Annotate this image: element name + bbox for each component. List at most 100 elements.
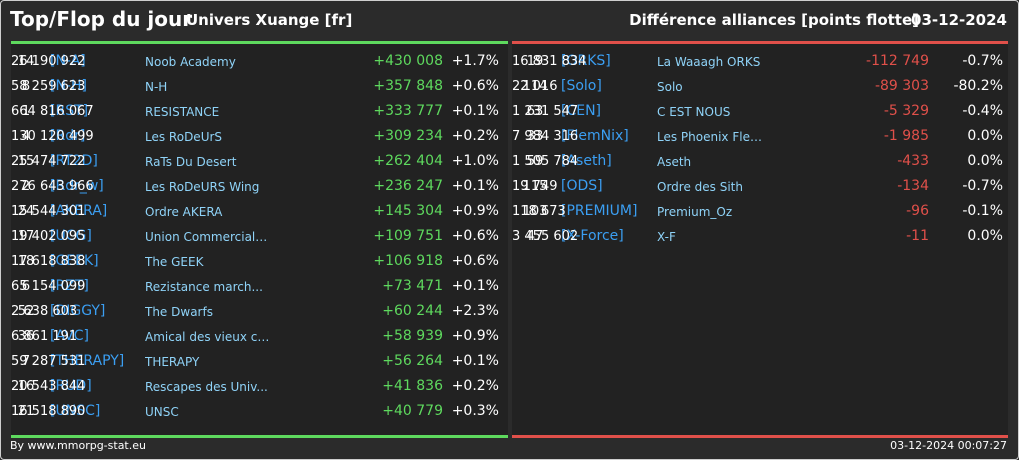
alliance-tag[interactable]: [Rdr] <box>50 128 86 144</box>
alliance-tag[interactable]: [X-Force] <box>561 228 624 244</box>
alliance-name[interactable]: UNSC <box>145 405 179 419</box>
alliance-row: 17 [UCG] Union Commerciale... 19 402 095 +10… <box>11 225 508 250</box>
alliance-rank: 16 <box>17 379 35 394</box>
alliance-name[interactable]: THERAPY <box>145 355 200 369</box>
alliance-tag[interactable]: [UCG] <box>50 228 92 244</box>
alliance-name[interactable]: Rezistance march... <box>145 280 263 294</box>
alliance-pct: +0.2% <box>451 378 499 394</box>
alliance-rank: 47 <box>526 229 544 244</box>
alliance-points: 58 259 623 <box>11 79 86 94</box>
alliance-points: 1 231 547 <box>512 104 579 119</box>
alliance-points: 118 673 <box>512 204 566 219</box>
alliance-tag[interactable]: [GEEK] <box>50 253 99 269</box>
alliance-diff: +60 244 <box>382 303 443 319</box>
alliance-rank: 33 <box>526 129 544 144</box>
alliance-tag[interactable]: [RZT] <box>50 278 89 294</box>
alliance-name[interactable]: La Waaagh ORKS <box>657 55 761 69</box>
alliance-rank: 36 <box>17 329 35 344</box>
alliance-name[interactable]: C EST NOUS <box>657 105 731 119</box>
alliance-tag[interactable]: [AVC] <box>50 328 89 344</box>
alliance-tag[interactable]: [FlemNix] <box>561 128 629 144</box>
alliance-name[interactable]: X-F <box>657 230 676 244</box>
alliance-name[interactable]: Rescapes des Univ... <box>145 380 268 394</box>
alliance-row: 18 [GEEK] The GEEK 17 618 838 +106 918 +0.6% <box>11 250 508 275</box>
alliance-points: 16 518 890 <box>11 404 86 419</box>
alliance-diff: +40 779 <box>382 403 443 419</box>
alliance-pct: -0.4% <box>962 103 1003 119</box>
server-label: Univers Xuange [fr] <box>186 11 353 29</box>
alliance-rank: 1 <box>21 104 31 119</box>
alliance-name[interactable]: The Dwarfs <box>145 305 213 319</box>
alliance-name[interactable]: Ordre AKERA <box>145 205 223 219</box>
alliance-points: 22 016 <box>512 79 558 94</box>
alliance-tag[interactable]: [RT2D] <box>50 153 98 169</box>
alliance-name[interactable]: RESISTANCE <box>145 105 220 119</box>
alliance-pct: -0.1% <box>962 203 1003 219</box>
alliance-pct: -0.7% <box>962 53 1003 69</box>
alliance-rank: 52 <box>17 304 35 319</box>
report-header: Top/Flop du jour Univers Xuange [fr] Dif… <box>0 0 1019 40</box>
alliance-tag[interactable]: [DIGGY] <box>50 303 106 319</box>
alliance-name[interactable]: Les RoDeUrS <box>145 130 223 144</box>
alliance-row: 16 [RUD] Rescapes des Univ... 20 543 844 +41… <box>11 375 508 400</box>
alliance-pct: +0.6% <box>451 228 499 244</box>
alliance-tag[interactable]: [Aseth] <box>561 153 612 169</box>
alliance-rank: 63 <box>526 104 544 119</box>
alliance-name[interactable]: Ordre des Sith <box>657 180 743 194</box>
alliance-pct: 0.0% <box>967 128 1003 144</box>
alliance-diff: +262 404 <box>373 153 443 169</box>
alliance-diff: -134 <box>897 178 929 194</box>
alliance-points: 15 544 301 <box>11 204 86 219</box>
alliance-tag[interactable]: [AKERA] <box>50 203 108 219</box>
alliance-name[interactable]: Union Commerciale... <box>145 230 270 244</box>
alliance-name[interactable]: RaTs Du Desert <box>145 155 237 169</box>
alliance-name[interactable]: Aseth <box>657 155 692 169</box>
alliance-points: 19 749 <box>512 179 558 194</box>
alliance-diff: +430 008 <box>373 53 443 69</box>
alliance-name[interactable]: Solo <box>657 80 683 94</box>
alliance-rank: 21 <box>17 404 35 419</box>
alliance-tag[interactable]: [PREMIUM] <box>561 203 638 219</box>
alliance-diff: +333 777 <box>373 103 443 119</box>
alliance-diff: -1 985 <box>883 128 929 144</box>
alliance-tag[interactable]: [RST] <box>50 103 89 119</box>
alliance-diff: +73 471 <box>382 278 443 294</box>
alliance-name[interactable]: Les RoDeURS Wing <box>145 180 260 194</box>
alliance-row: 114 [Solo] Solo 22 016 -89 303 -80.2% <box>512 75 1008 100</box>
alliance-tag[interactable]: [ODS] <box>561 178 603 194</box>
alliance-tag[interactable]: [Rdr_w] <box>50 178 104 194</box>
alliance-points: 25 474 722 <box>11 154 86 169</box>
alliance-diff: +56 264 <box>382 353 443 369</box>
alliance-tag[interactable]: [THERAPY] <box>50 353 125 369</box>
alliance-diff: +309 234 <box>373 128 443 144</box>
alliance-rank: 114 <box>522 79 548 94</box>
alliance-row: 14 [N-A] Noob Academy 26 190 922 +430 008 +1.… <box>11 50 508 75</box>
alliance-tag[interactable]: [RUD] <box>50 378 92 394</box>
alliance-rank: 115 <box>522 179 548 194</box>
alliance-pct: +0.9% <box>451 203 499 219</box>
alliance-name[interactable]: Premium_Oz <box>657 205 733 219</box>
alliance-tag[interactable]: [CEN] <box>561 103 602 119</box>
alliance-rank: 24 <box>17 204 35 219</box>
alliance-points: 6 861 191 <box>11 329 78 344</box>
alliance-name[interactable]: Les Phoenix Flem... <box>657 130 769 144</box>
alliance-row: 2 [Rdr_w] Les RoDeURS Wing 276 643 966 +236 … <box>11 175 508 200</box>
alliance-tag[interactable]: [Solo] <box>561 78 602 94</box>
alliance-pct: +0.1% <box>451 103 499 119</box>
alliance-rank: 14 <box>17 54 35 69</box>
alliance-rank: 103 <box>522 204 548 219</box>
alliance-name[interactable]: N-H <box>145 80 168 94</box>
alliance-points: 7 984 316 <box>512 129 579 144</box>
footer-timestamp: 03-12-2024 00:07:27 <box>890 439 1007 452</box>
alliance-name[interactable]: Amical des vieux co... <box>145 330 270 344</box>
alliance-tag[interactable]: [N-H] <box>50 78 87 94</box>
alliance-name[interactable]: The GEEK <box>145 255 204 269</box>
alliance-tag[interactable]: [ORKS] <box>561 53 611 69</box>
alliance-name[interactable]: Noob Academy <box>145 55 236 69</box>
alliance-tag[interactable]: [UNSC] <box>50 403 101 419</box>
alliance-tag[interactable]: [N-A] <box>50 53 86 69</box>
alliance-points: 2 638 603 <box>11 304 78 319</box>
alliance-pct: +0.1% <box>451 278 499 294</box>
alliance-rank: 15 <box>17 154 35 169</box>
alliance-points: 59 287 531 <box>11 354 86 369</box>
